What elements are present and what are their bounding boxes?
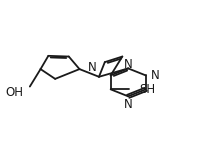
Text: N: N (124, 98, 132, 111)
Text: N: N (88, 61, 97, 74)
Text: SH: SH (139, 83, 155, 96)
Text: N: N (150, 69, 159, 82)
Text: OH: OH (5, 86, 23, 99)
Text: N: N (124, 58, 133, 71)
